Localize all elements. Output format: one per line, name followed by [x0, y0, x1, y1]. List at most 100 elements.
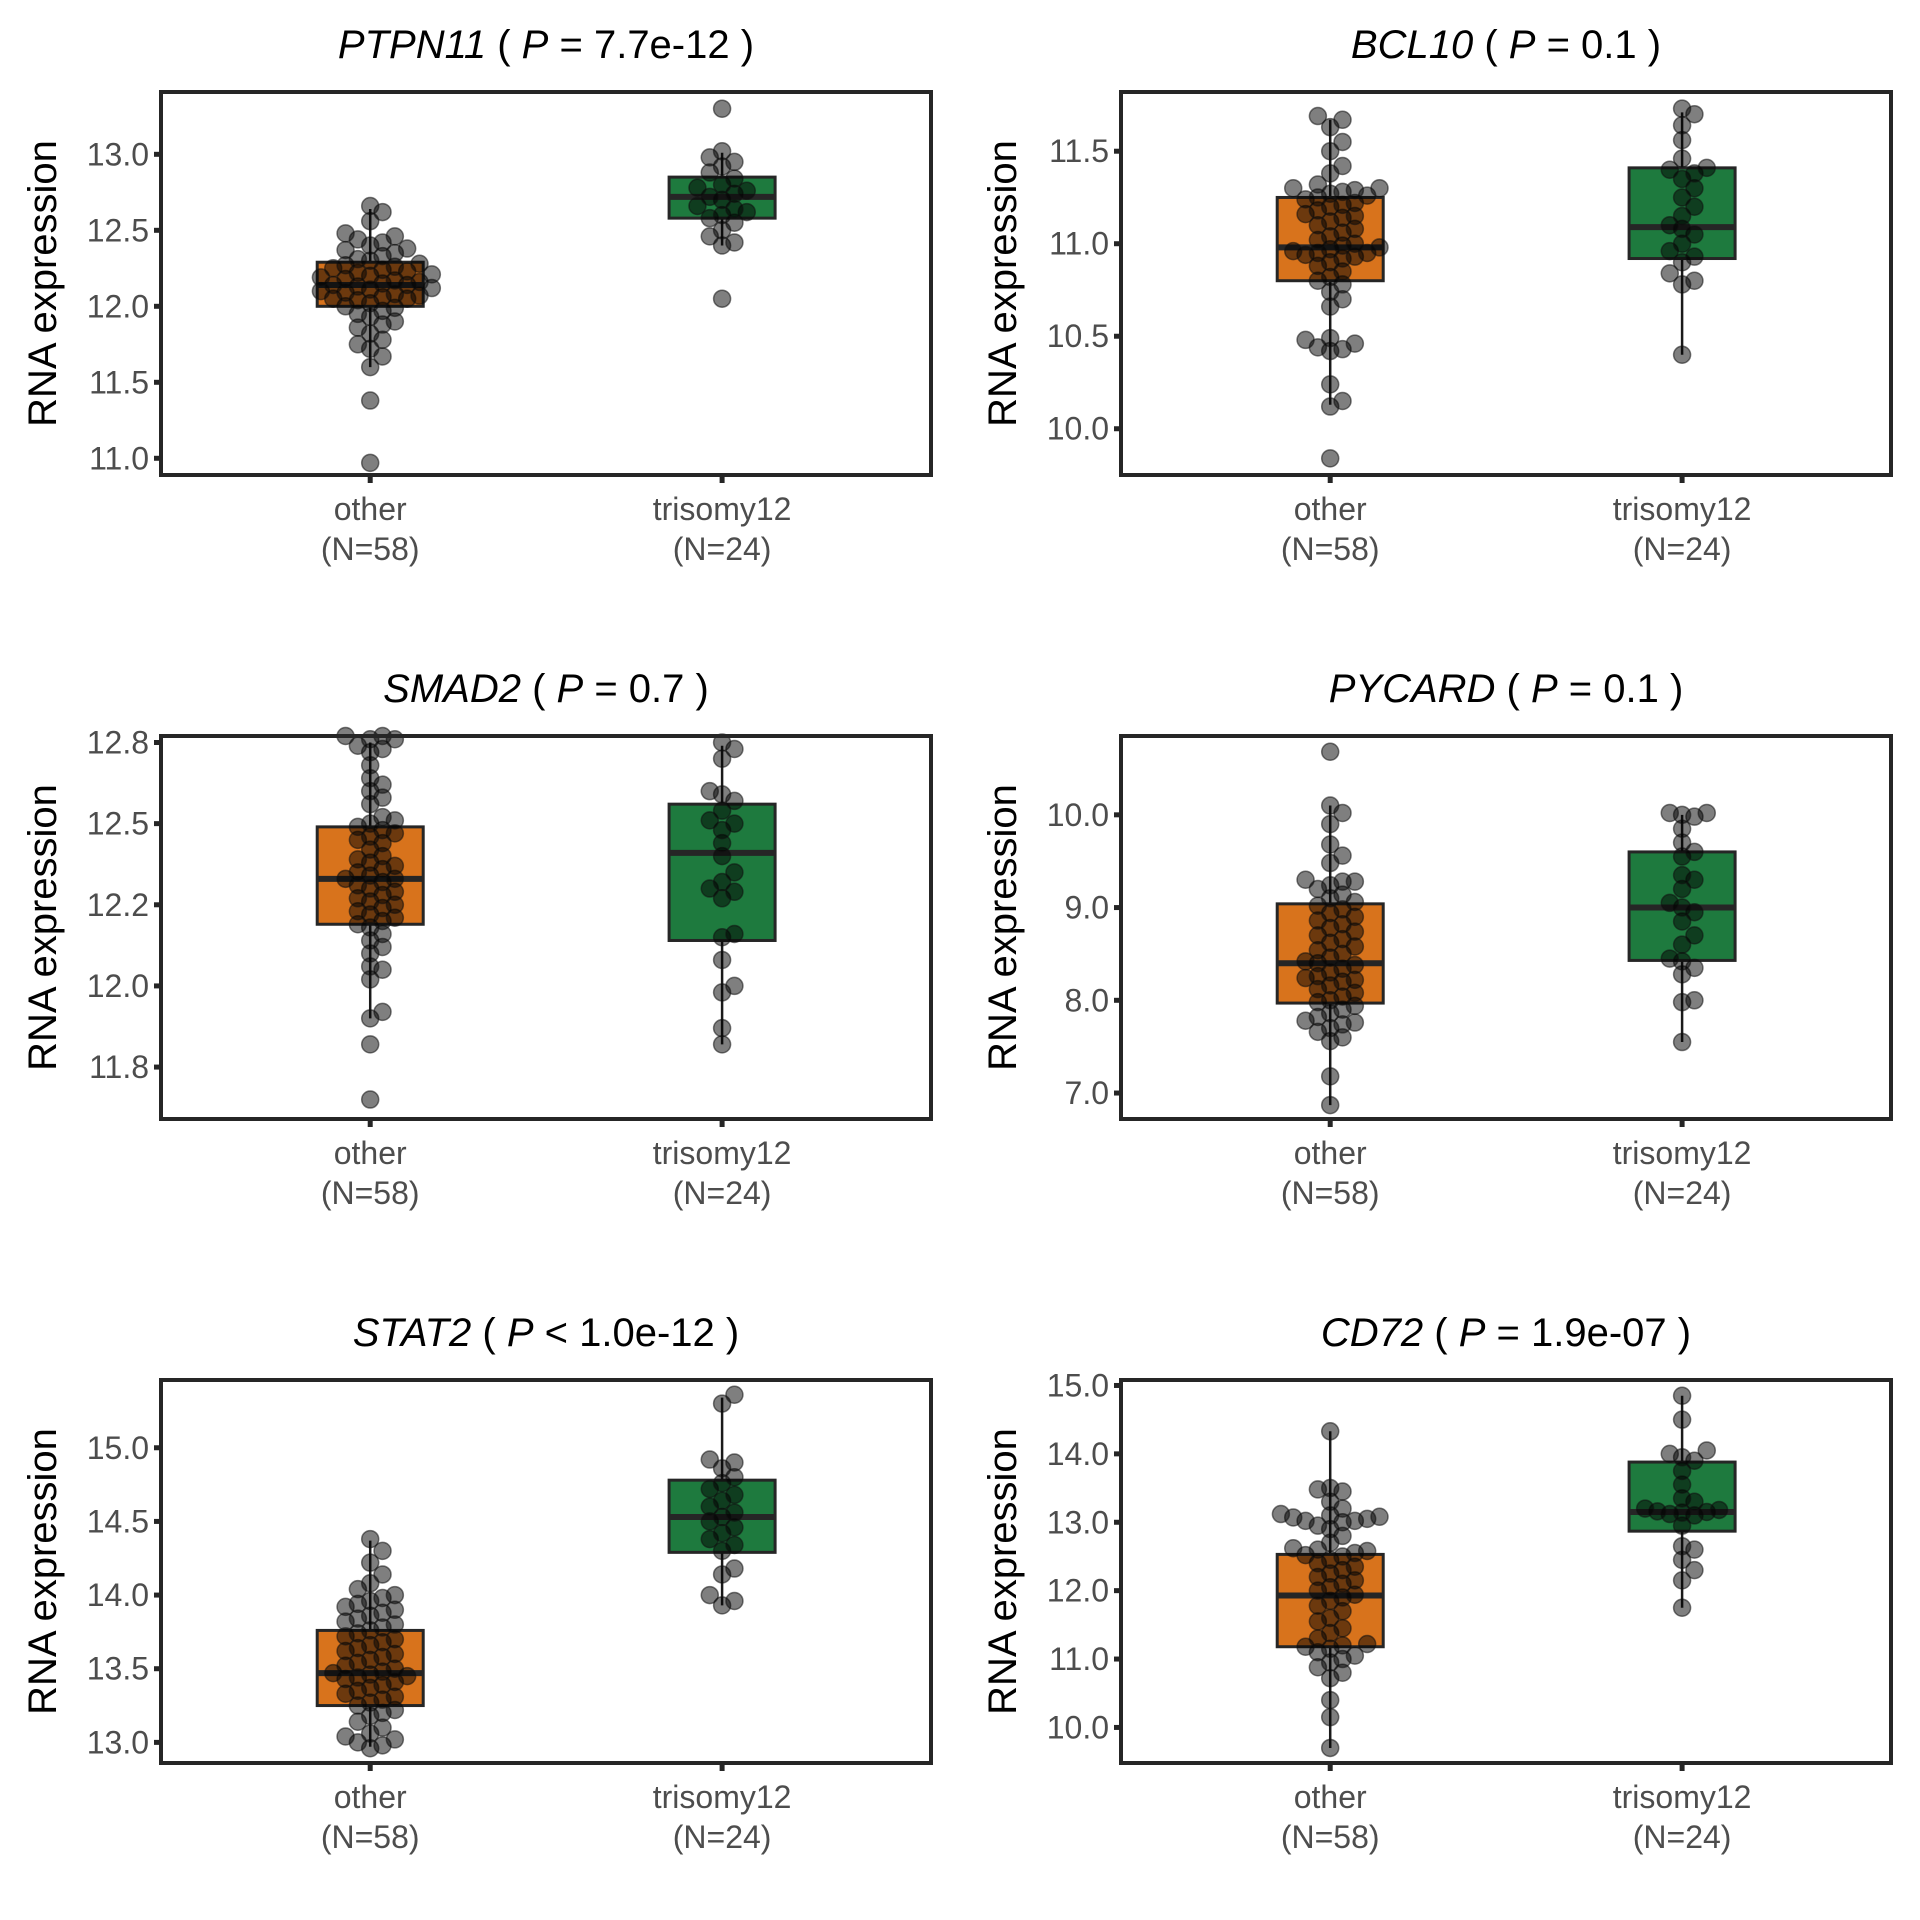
data-point [725, 1559, 744, 1578]
data-point [348, 850, 368, 869]
data-point [1685, 1560, 1704, 1580]
data-point [360, 1035, 380, 1054]
gene-name: BCL10 [1351, 23, 1473, 67]
gene-name: PYCARD [1329, 667, 1496, 711]
data-point [1320, 835, 1340, 854]
data-point [1333, 132, 1352, 152]
data-point [385, 856, 405, 876]
y-tick-label: 11.0 [1049, 1641, 1109, 1677]
y-tick-label: 12.8 [87, 724, 149, 760]
panel-frame [1119, 734, 1893, 1121]
data-point [1345, 180, 1365, 200]
y-tick-label: 7.0 [1065, 1075, 1109, 1111]
title-paren-close: ) [715, 1311, 739, 1355]
data-point [725, 152, 744, 172]
data-point [373, 1565, 392, 1584]
x-tick-label: other [334, 1779, 407, 1815]
data-point [385, 1730, 405, 1749]
title-paren-open: ( [521, 667, 557, 711]
p-operator: < [534, 1311, 580, 1355]
y-tick-label: 8.0 [1065, 982, 1109, 1018]
p-symbol: P [522, 23, 549, 67]
data-point [1320, 796, 1340, 815]
x-tick-label: trisomy12 [653, 1779, 792, 1815]
p-symbol: P [1531, 667, 1558, 711]
data-point [700, 1450, 720, 1469]
x-tick-count: (N=24) [673, 1175, 772, 1211]
data-point [1685, 197, 1704, 216]
y-tick-label: 14.5 [87, 1503, 149, 1539]
y-axis-title: RNA expression [21, 1428, 65, 1715]
p-operator: = [1485, 1311, 1531, 1355]
data-point [1660, 160, 1680, 179]
data-point [712, 1018, 732, 1038]
data-point [360, 1529, 380, 1549]
x-tick-label: other [334, 1135, 407, 1171]
panel-title: BCL10 ( P = 0.1 ) [1351, 23, 1661, 67]
data-point [1672, 345, 1692, 364]
y-tick-label: 12.0 [1047, 1573, 1109, 1609]
title-paren-close: ) [730, 23, 754, 67]
data-point [1635, 1499, 1655, 1518]
data-point [725, 1591, 744, 1611]
data-point [1672, 865, 1692, 885]
data-point [410, 254, 429, 273]
y-tick-label: 12.5 [87, 212, 149, 248]
y-tick-label: 10.5 [1047, 318, 1109, 354]
y-axis-title: RNA expression [981, 140, 1025, 427]
p-value: 1.9e-07 [1531, 1311, 1667, 1355]
y-tick-label: 14.0 [87, 1577, 149, 1613]
p-operator: = [548, 23, 594, 67]
data-point [1320, 1067, 1340, 1086]
data-point [1685, 842, 1704, 862]
data-point [1320, 141, 1340, 161]
x-tick-label: trisomy12 [653, 1135, 792, 1171]
title-paren-open: ( [1495, 667, 1531, 711]
data-point [688, 178, 707, 197]
x-tick-count: (N=58) [1281, 1819, 1380, 1855]
panel-title: PYCARD ( P = 0.1 ) [1329, 667, 1684, 711]
y-tick-label: 13.0 [87, 136, 149, 172]
x-tick-count: (N=24) [673, 531, 772, 567]
data-point [1333, 391, 1352, 411]
x-tick-count: (N=58) [1281, 1175, 1380, 1211]
x-tick-label: trisomy12 [1613, 1779, 1752, 1815]
data-point [1320, 1422, 1340, 1441]
data-point [1320, 1095, 1340, 1115]
data-point [1672, 1032, 1692, 1052]
data-point [1660, 215, 1680, 235]
x-tick-count: (N=24) [1633, 1819, 1732, 1855]
data-point [1296, 952, 1315, 971]
data-point [1345, 1013, 1365, 1032]
data-point [360, 391, 380, 410]
data-point [1672, 206, 1692, 226]
data-point [1320, 1478, 1340, 1498]
data-point [373, 1002, 392, 1022]
data-point [336, 1727, 355, 1746]
title-paren-open: ( [1473, 23, 1509, 67]
y-axis-title: RNA expression [981, 784, 1025, 1071]
data-point [1685, 926, 1704, 945]
data-point [1685, 247, 1704, 266]
data-point [1370, 238, 1389, 257]
panel-frame [159, 1378, 933, 1765]
data-point [1320, 742, 1340, 762]
p-value: 1.0e-12 [579, 1311, 715, 1355]
y-tick-label: 11.5 [1049, 133, 1109, 169]
data-point [1320, 1707, 1340, 1727]
x-tick-count: (N=24) [1633, 531, 1732, 567]
data-point [422, 265, 442, 284]
data-point [1345, 334, 1365, 353]
panel-pycard: PYCARD ( P = 0.1 ) RNA expression 7.0 8.0 9.… [981, 667, 1893, 1211]
data-point [1296, 330, 1315, 350]
y-axis-title: RNA expression [981, 1428, 1025, 1715]
data-point [1660, 1444, 1680, 1464]
title-paren-close: ) [1659, 667, 1683, 711]
y-tick-label: 12.2 [87, 887, 149, 923]
panel-frame [159, 734, 933, 1121]
panel-title: CD72 ( P = 1.9e-07 ) [1321, 1311, 1691, 1355]
p-symbol: P [557, 667, 584, 711]
panel-title: PTPN11 ( P = 7.7e-12 ) [338, 23, 754, 67]
panel-frame [159, 90, 933, 477]
